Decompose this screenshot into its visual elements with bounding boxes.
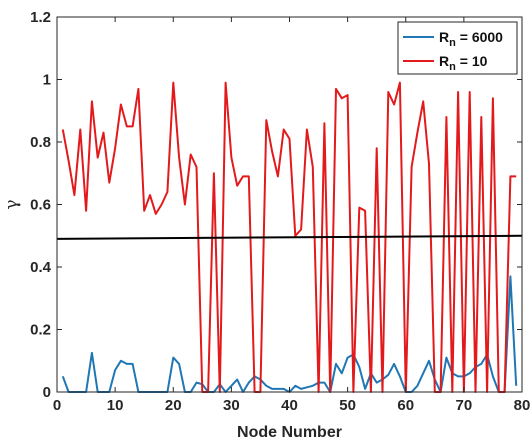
x-tick-label: 60	[397, 397, 414, 414]
legend-box	[397, 21, 518, 75]
y-tick-label: 1	[43, 72, 51, 89]
x-tick-label: 0	[53, 397, 61, 414]
x-tick-label: 30	[223, 397, 240, 414]
y-tick-label: 0.8	[30, 134, 51, 151]
reference-line	[56, 234, 523, 240]
x-tick-label: 10	[107, 397, 124, 414]
reference-line-layer	[56, 234, 523, 240]
legend-label-1: Rn = 6000	[439, 29, 503, 49]
y-tick-label: 0.2	[30, 322, 51, 339]
legend-label-2: Rn = 10	[439, 53, 488, 73]
x-tick-label: 70	[456, 397, 473, 414]
legend-label-main: R	[439, 29, 449, 45]
legend-label-suffix: = 6000	[456, 29, 503, 45]
y-tick-label: 0	[43, 384, 51, 401]
x-tick-label: 20	[165, 397, 182, 414]
legend-label-main: R	[439, 53, 449, 69]
x-tick-label: 40	[281, 397, 298, 414]
legend-label-subscript: n	[449, 61, 456, 73]
x-axis-label: Node Number	[237, 424, 342, 441]
y-axis-label: γ	[2, 199, 22, 209]
y-tick-label: 1.2	[30, 9, 51, 26]
legend-label-subscript: n	[449, 37, 456, 49]
y-tick-label: 0.4	[30, 259, 52, 276]
x-tick-label: 50	[339, 397, 356, 414]
x-tick-label: 80	[514, 397, 530, 414]
y-tick-label: 0.6	[30, 197, 51, 214]
tick-layer: 0 10 20 30 40 50 60 70 80 0 0.2 0.4 0.6 0.8 1 1.2	[30, 9, 530, 414]
legend-label-suffix: = 10	[456, 53, 488, 69]
